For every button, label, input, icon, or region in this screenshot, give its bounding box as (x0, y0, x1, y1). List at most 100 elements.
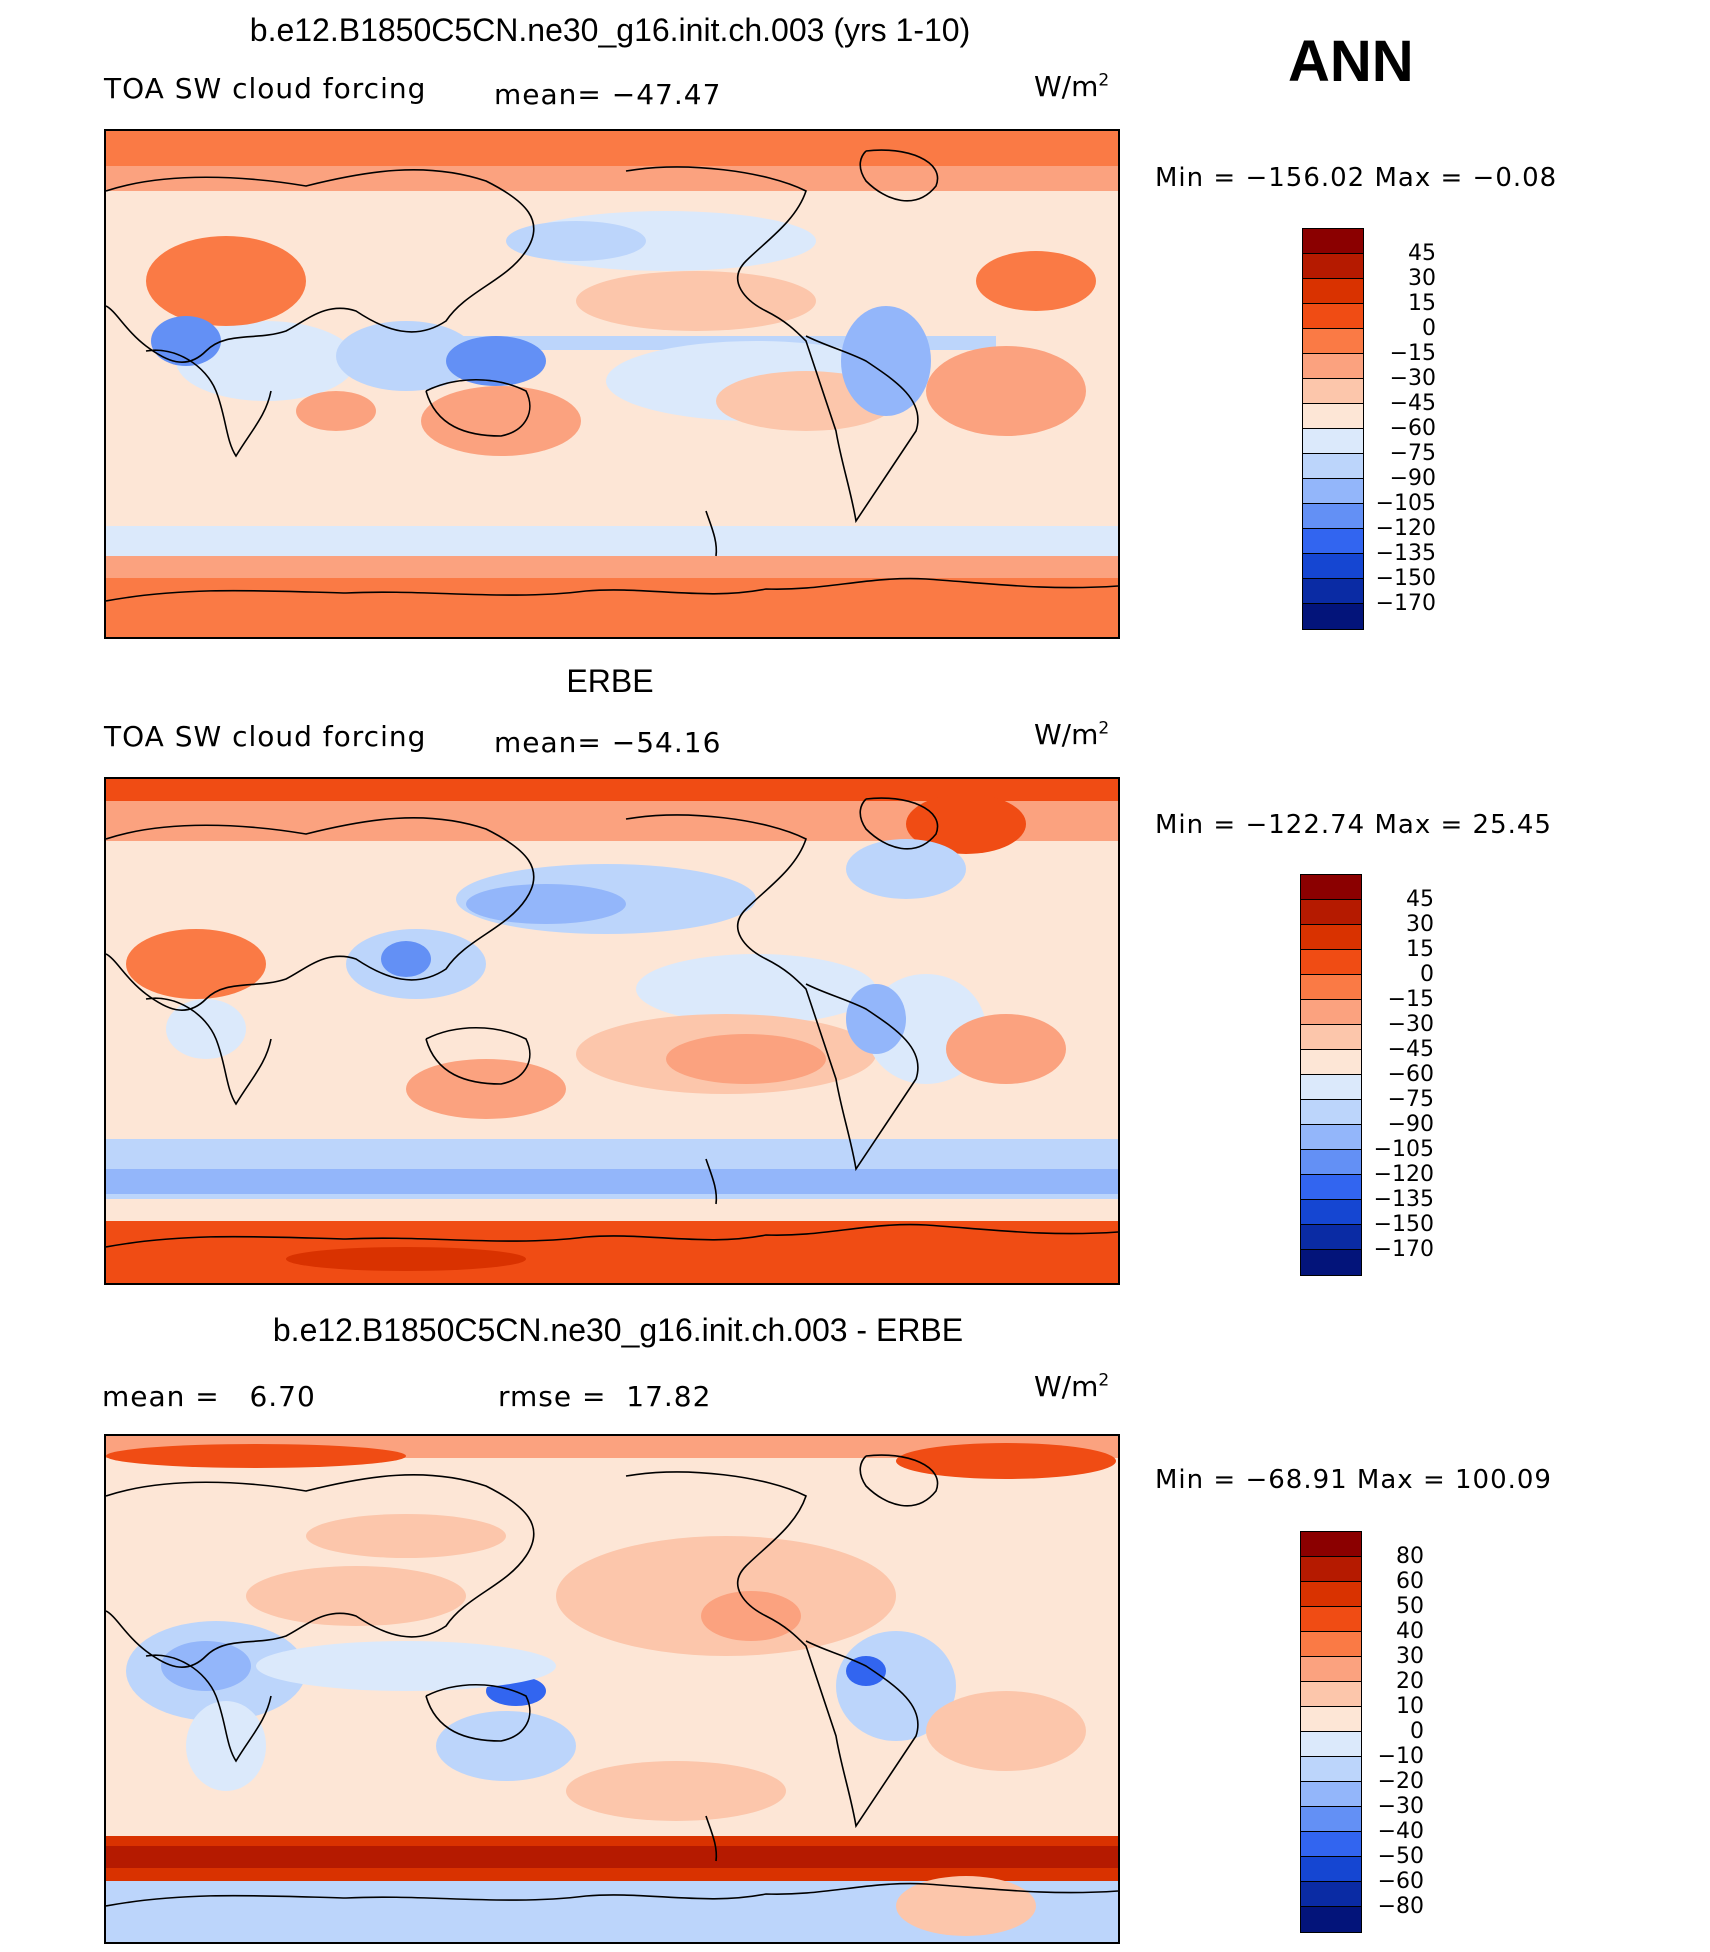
panel-3-colorbar-swatch (1301, 1682, 1361, 1707)
colorbar-tick: −75 (1389, 441, 1436, 466)
panel-1-colorbar-swatch (1303, 329, 1363, 354)
panel-3-units: W/m2 (1034, 1370, 1110, 1403)
colorbar-tick: 10 (1396, 1694, 1424, 1719)
panel-2-colorbar-swatch (1301, 1075, 1361, 1100)
panel-1-colorbar-swatch (1303, 229, 1363, 254)
panel-1-colorbar-swatch (1303, 504, 1363, 529)
colorbar-tick: −60 (1387, 1062, 1434, 1087)
panel-1-colorbar-swatch (1303, 579, 1363, 604)
panel-2-colorbar-swatch (1301, 1025, 1361, 1050)
panel-2-map (104, 777, 1120, 1285)
panel-3-colorbar-swatch (1301, 1632, 1361, 1657)
colorbar-tick: 0 (1422, 316, 1436, 341)
panel-2-mean-label: mean= −54.16 (494, 726, 722, 759)
panel-1-colorbar-swatch (1303, 279, 1363, 304)
colorbar-tick: −30 (1387, 1012, 1434, 1037)
panel-2-colorbar-swatch (1301, 1200, 1361, 1225)
panel-2-colorbar-swatch (1301, 950, 1361, 975)
panel-3-map (104, 1434, 1120, 1944)
colorbar-tick: 45 (1406, 887, 1434, 912)
panel-1-colorbar-swatch (1303, 354, 1363, 379)
panel-3-colorbar-swatch (1301, 1657, 1361, 1682)
colorbar-tick: −170 (1373, 1237, 1434, 1262)
colorbar-tick: −45 (1387, 1037, 1434, 1062)
panel-3-colorbar-swatch (1301, 1832, 1361, 1857)
panel-3-colorbar-swatch (1301, 1757, 1361, 1782)
colorbar-tick: 20 (1396, 1669, 1424, 1694)
panel-1-colorbar-swatch (1303, 529, 1363, 554)
colorbar-tick: −45 (1389, 391, 1436, 416)
panel-1-units: W/m2 (1034, 70, 1110, 103)
colorbar-tick: −15 (1387, 987, 1434, 1012)
panel-3-colorbar-swatch (1301, 1607, 1361, 1632)
colorbar-tick: −135 (1373, 1187, 1434, 1212)
panel-2-min-max: Min = −122.74 Max = 25.45 (1155, 810, 1552, 840)
colorbar-tick: −90 (1389, 466, 1436, 491)
colorbar-tick: −10 (1377, 1744, 1424, 1769)
colorbar-tick: −20 (1377, 1769, 1424, 1794)
panel-2-colorbar-swatch (1301, 1000, 1361, 1025)
colorbar-tick: −80 (1377, 1894, 1424, 1919)
colorbar-tick: −105 (1373, 1137, 1434, 1162)
panel-3-colorbar-swatch (1301, 1907, 1361, 1932)
colorbar-tick: 0 (1420, 962, 1434, 987)
panel-3-colorbar-swatch (1301, 1782, 1361, 1807)
colorbar-tick: 0 (1410, 1719, 1424, 1744)
colorbar-tick: 40 (1396, 1619, 1424, 1644)
panel-2-colorbar (1300, 874, 1362, 1276)
colorbar-tick: 15 (1406, 937, 1434, 962)
panel-2-colorbar-swatch (1301, 1150, 1361, 1175)
panel-2-colorbar-swatch (1301, 1175, 1361, 1200)
panel-1-title: b.e12.B1850C5CN.ne30_g16.init.ch.003 (yr… (249, 12, 971, 48)
panel-1-colorbar (1302, 228, 1364, 630)
colorbar-tick: −105 (1375, 491, 1436, 516)
colorbar-tick: −40 (1377, 1819, 1424, 1844)
panel-2-colorbar-swatch (1301, 975, 1361, 1000)
panel-3-min-max: Min = −68.91 Max = 100.09 (1155, 1465, 1552, 1495)
panel-3-colorbar-swatch (1301, 1582, 1361, 1607)
colorbar-tick: 80 (1396, 1544, 1424, 1569)
panel-3-map-field (106, 1436, 1118, 1942)
colorbar-tick: −75 (1387, 1087, 1434, 1112)
panel-2-colorbar-swatch (1301, 1050, 1361, 1075)
colorbar-tick: −135 (1375, 541, 1436, 566)
panel-1-mean-label: mean= −47.47 (494, 78, 722, 111)
season-label: ANN (1288, 29, 1414, 94)
panel-3-colorbar-swatch (1301, 1532, 1361, 1557)
colorbar-tick: −50 (1377, 1844, 1424, 1869)
panel-1-colorbar-swatch (1303, 304, 1363, 329)
panel-2-title: ERBE (566, 663, 654, 699)
panel-3-colorbar-swatch (1301, 1707, 1361, 1732)
panel-1-colorbar-swatch (1303, 479, 1363, 504)
colorbar-tick: −170 (1375, 591, 1436, 616)
panel-2-colorbar-swatch (1301, 1250, 1361, 1275)
panel-2-colorbar-swatch (1301, 1225, 1361, 1250)
panel-2-colorbar-swatch (1301, 1100, 1361, 1125)
panel-1-min-max: Min = −156.02 Max = −0.08 (1155, 163, 1558, 193)
panel-1-colorbar-swatch (1303, 429, 1363, 454)
panel-3-colorbar-swatch (1301, 1882, 1361, 1907)
colorbar-tick: 60 (1396, 1569, 1424, 1594)
colorbar-tick: −120 (1373, 1162, 1434, 1187)
panel-3-colorbar-swatch (1301, 1807, 1361, 1832)
colorbar-tick: 30 (1396, 1644, 1424, 1669)
panel-3-mean-label: mean = 6.70 (102, 1380, 316, 1413)
colorbar-tick: 50 (1396, 1594, 1424, 1619)
colorbar-tick: 30 (1406, 912, 1434, 937)
panel-1-colorbar-swatch (1303, 254, 1363, 279)
panel-3-colorbar-swatch (1301, 1732, 1361, 1757)
panel-2-variable-label: TOA SW cloud forcing (104, 720, 427, 753)
colorbar-tick: −60 (1389, 416, 1436, 441)
colorbar-tick: −60 (1377, 1869, 1424, 1894)
panel-1-colorbar-swatch (1303, 454, 1363, 479)
panel-2-colorbar-swatch (1301, 875, 1361, 900)
colorbar-tick: −150 (1375, 566, 1436, 591)
panel-1-map (104, 129, 1120, 639)
panel-2-map-field (106, 779, 1118, 1283)
panel-3-rmse-label: rmse = 17.82 (498, 1380, 712, 1413)
colorbar-tick: −15 (1389, 341, 1436, 366)
panel-2-colorbar-swatch (1301, 1125, 1361, 1150)
colorbar-tick: −30 (1377, 1794, 1424, 1819)
panel-2-colorbar-swatch (1301, 925, 1361, 950)
colorbar-tick: −30 (1389, 366, 1436, 391)
